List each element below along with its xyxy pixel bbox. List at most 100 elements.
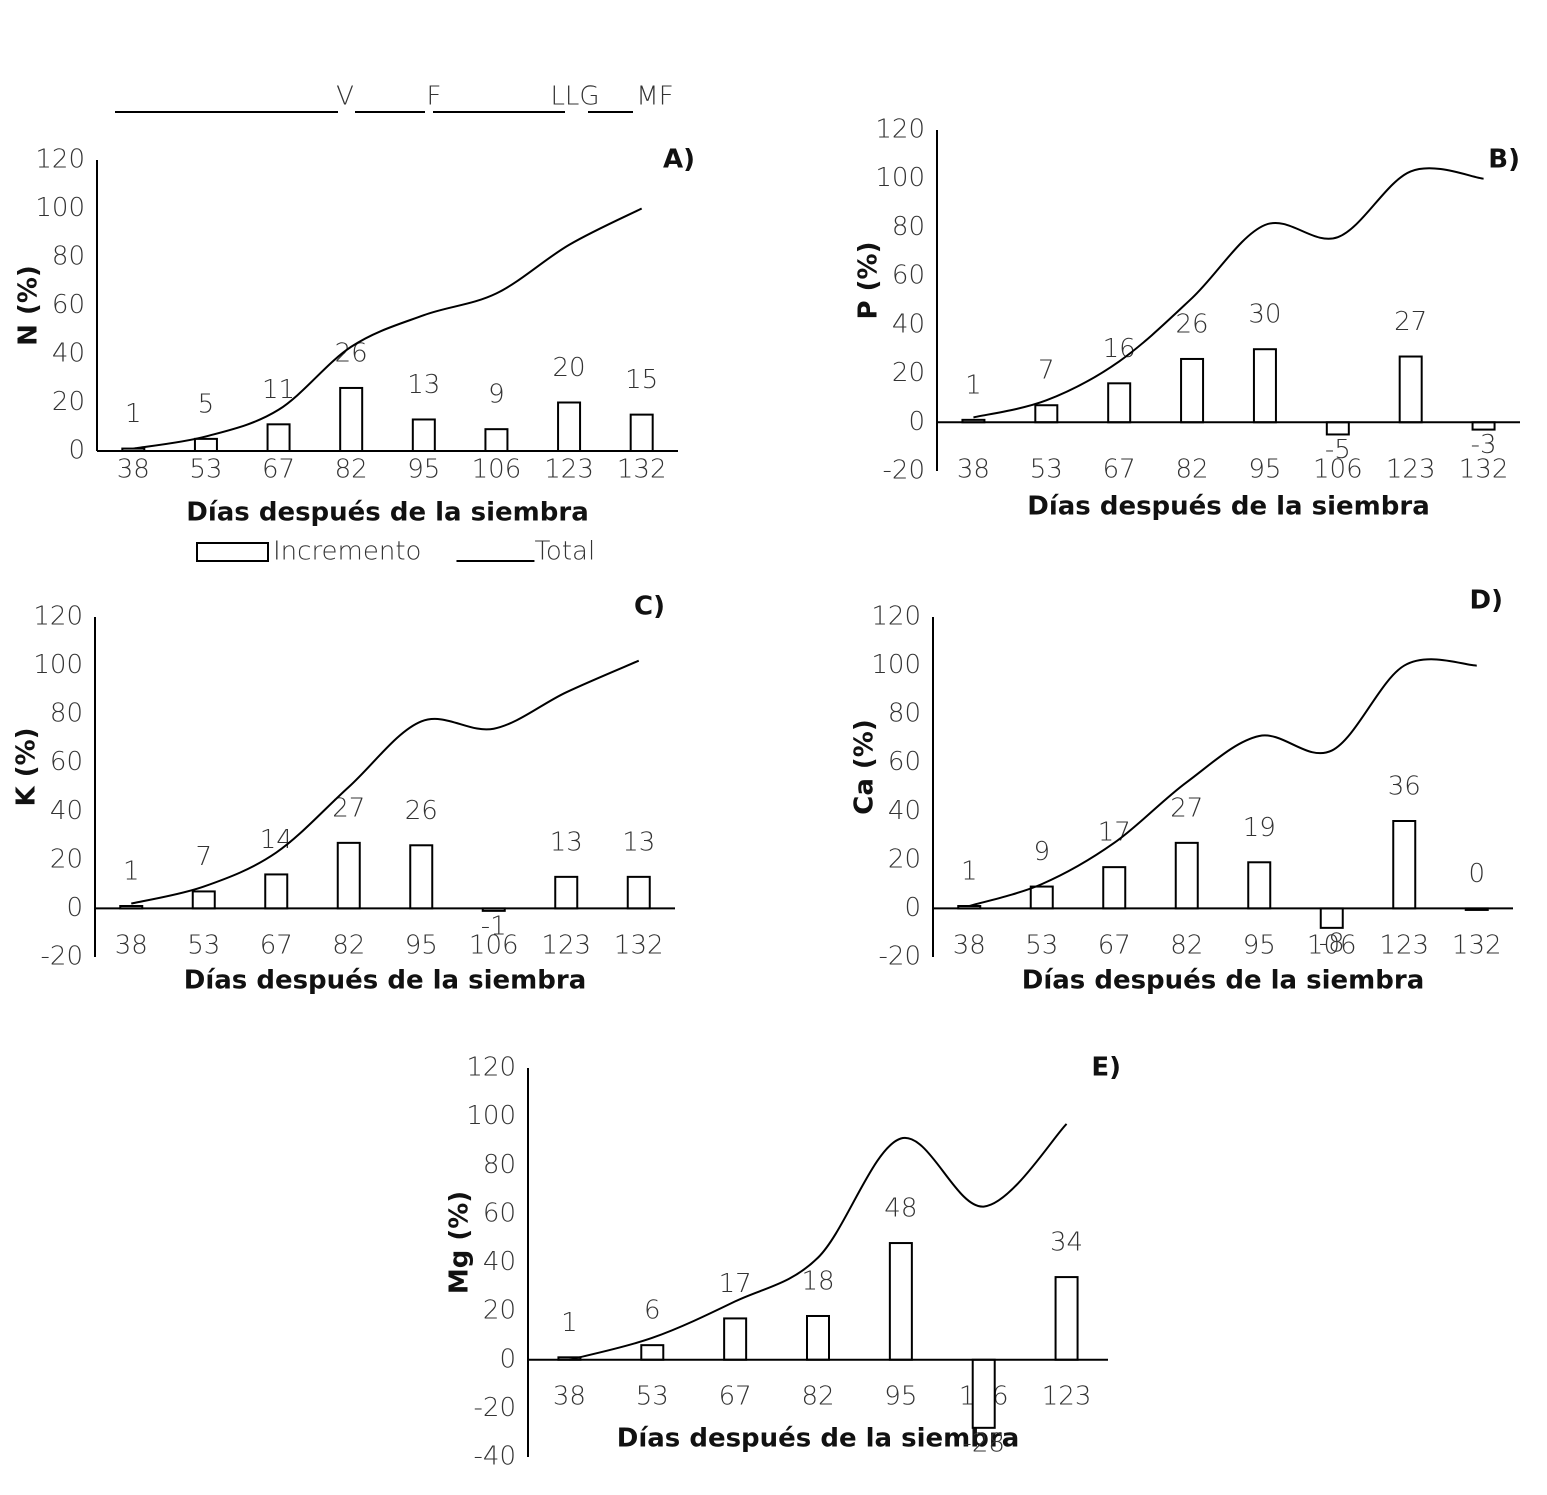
bar [1398,355,1423,424]
x-tick-label: 123 [1386,455,1436,485]
x-axis-title: Días después de la siembra [184,966,586,996]
data-label: 27 [1394,307,1427,337]
panel-title: D) [1470,586,1503,616]
data-label: 26 [1176,309,1209,339]
bar [1325,421,1350,436]
bar [1029,885,1054,910]
data-label: -1 [481,911,507,941]
data-label: -28 [962,1428,1004,1458]
bar [411,418,436,453]
y-axis-title: Ca (%) [850,719,880,815]
x-tick-label: 67 [1098,931,1131,961]
x-tick-label: 82 [335,455,368,485]
bar [640,1344,665,1361]
y-tick-label: -40 [474,1442,516,1472]
x-tick-label: 123 [544,455,594,485]
data-label: -8 [1319,928,1345,958]
panel-title: C) [634,592,665,622]
bar [1471,421,1496,431]
data-label: 17 [719,1269,752,1299]
x-tick-label: 95 [405,931,438,961]
bar [1107,382,1132,424]
x-tick-label: 82 [1170,931,1203,961]
data-label: 11 [262,375,295,405]
y-tick-label: 0 [499,1344,516,1374]
y-tick-label: 0 [908,407,925,437]
bar [1252,348,1277,424]
bar [723,1317,748,1361]
legend-label: Incremento [273,537,421,567]
data-label: 26 [335,338,368,368]
x-tick-label: 38 [115,931,148,961]
x-tick-label: 95 [884,1382,917,1412]
x-axis-title: Días después de la siembra [617,1424,1019,1454]
y-tick-label: 80 [483,1150,516,1180]
x-tick-label: 106 [1307,931,1357,961]
y-tick-label: 80 [50,699,83,729]
data-label: 30 [1248,300,1281,330]
panel-title: B) [1488,145,1520,175]
x-tick-label: 53 [1025,931,1058,961]
x-tick-label: 106 [469,931,519,961]
y-tick-label: 100 [33,650,83,680]
bar [806,1314,830,1361]
x-tick-label: 82 [1176,455,1209,485]
bar [971,1358,996,1429]
bar [339,386,364,453]
y-tick-label: 120 [466,1053,516,1083]
y-tick-label: 40 [483,1247,516,1277]
data-label: 1 [123,857,140,887]
data-label: 13 [407,370,440,400]
bar [1174,841,1199,910]
data-label: 34 [1050,1228,1083,1258]
y-tick-label: 120 [35,145,85,175]
y-tick-label: 60 [52,290,85,320]
x-tick-label: 82 [801,1382,834,1412]
x-tick-label: 38 [117,455,150,485]
x-tick-label: 123 [541,931,591,961]
stage-label: LLG [550,82,599,112]
y-tick-label: -20 [474,1393,516,1423]
x-tick-label: 53 [636,1382,669,1412]
data-label: 16 [1103,334,1136,364]
bar [1180,357,1205,424]
bar [1034,404,1059,424]
x-tick-label: 132 [614,931,664,961]
y-tick-label: 40 [892,309,925,339]
data-label: -5 [1325,435,1351,465]
data-label: 9 [488,380,505,410]
data-label: 36 [1388,772,1421,802]
x-tick-label: 123 [1379,931,1429,961]
total-line [968,658,1477,907]
x-tick-label: 67 [1103,455,1136,485]
data-label: 26 [405,796,438,826]
y-tick-label: 0 [66,893,83,923]
legend-label: Total [534,537,595,567]
bar [554,875,579,910]
data-label: 14 [260,825,293,855]
x-tick-label: 82 [332,931,365,961]
y-tick-label: 20 [50,844,83,874]
data-label: 7 [195,842,212,872]
bar [557,401,582,452]
y-tick-label: 20 [888,844,921,874]
y-tick-label: 60 [892,261,925,291]
y-tick-label: 60 [483,1198,516,1228]
bar [409,844,434,910]
x-tick-label: 53 [187,931,220,961]
data-label: 13 [622,827,655,857]
x-tick-label: 53 [1030,455,1063,485]
x-tick-label: 38 [953,931,986,961]
data-label: 48 [884,1194,917,1224]
bar [484,428,509,452]
x-tick-label: 106 [472,455,522,485]
bar [193,437,218,452]
y-tick-label: 20 [52,387,85,417]
bar [266,423,291,453]
data-label: 20 [553,353,586,383]
bar [1102,866,1127,910]
data-label: 0 [1468,859,1485,889]
x-tick-label: 67 [262,455,295,485]
x-tick-label: 132 [1452,931,1502,961]
